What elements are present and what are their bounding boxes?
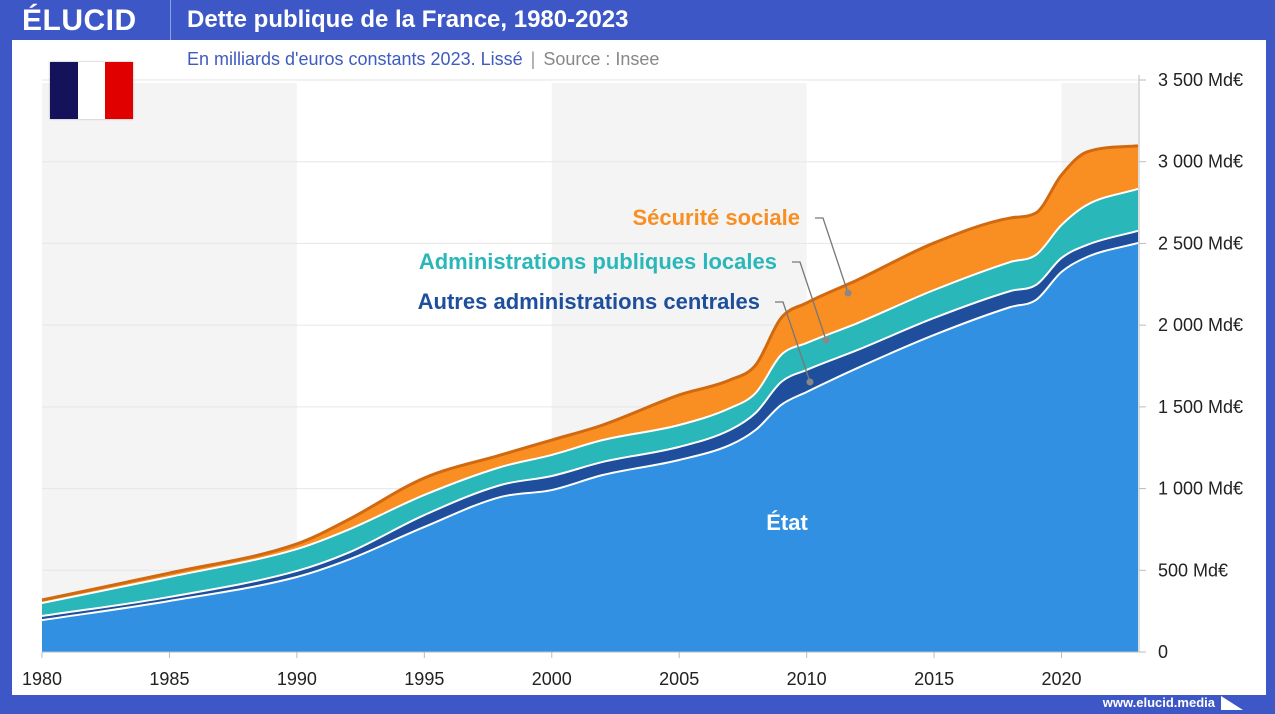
area--tat [42, 242, 1138, 652]
elucid-mark-icon [1221, 696, 1243, 710]
flag-blue [50, 62, 78, 119]
x-tick-label: 2015 [914, 669, 954, 689]
x-tick-label: 1980 [22, 669, 62, 689]
subtitle: En milliards d'euros constants 2023. Lis… [187, 49, 659, 70]
leader-dot [822, 336, 830, 344]
series-line [41, 241, 1139, 622]
x-tick-label: 1985 [149, 669, 189, 689]
x-tick-label: 1990 [277, 669, 317, 689]
series-line [41, 144, 1139, 602]
y-tick-label: 3 000 Md€ [1158, 152, 1243, 172]
subtitle-text: En milliards d'euros constants 2023. Lis… [187, 49, 523, 69]
y-tick-label: 2 500 Md€ [1158, 233, 1243, 253]
series-label: Autres administrations centrales [418, 289, 760, 314]
y-tick-label: 1 000 Md€ [1158, 479, 1243, 499]
leader-line [815, 217, 849, 294]
y-tick-label: 1 500 Md€ [1158, 397, 1243, 417]
series-label: Administrations publiques locales [419, 249, 777, 274]
series-label: État [766, 510, 808, 535]
x-tick-label: 2005 [659, 669, 699, 689]
series-label: Sécurité sociale [632, 205, 800, 230]
x-tick-label: 1995 [404, 669, 444, 689]
flag-red [105, 62, 134, 119]
elucid-logo: ÉLUCID [22, 4, 137, 37]
footer-url[interactable]: www.elucid.media [1102, 695, 1215, 710]
france-flag-icon [50, 62, 134, 119]
leader-dot [844, 289, 852, 297]
series-line [41, 187, 1139, 604]
x-tick-label: 2020 [1042, 669, 1082, 689]
leader-dot [806, 378, 814, 386]
y-tick-label: 3 500 Md€ [1158, 70, 1243, 90]
y-tick-label: 0 [1158, 642, 1168, 662]
x-tick-label: 2010 [787, 669, 827, 689]
leader-line [775, 301, 811, 383]
source-text: Source : Insee [543, 49, 660, 69]
header-divider [170, 0, 171, 40]
y-tick-label: 500 Md€ [1158, 560, 1228, 580]
leader-line [792, 261, 827, 341]
subtitle-separator: | [530, 49, 536, 69]
x-tick-label: 2000 [532, 669, 572, 689]
series-line [41, 229, 1139, 618]
flag-white [77, 62, 106, 119]
y-tick-label: 2 000 Md€ [1158, 315, 1243, 335]
page-title: Dette publique de la France, 1980-2023 [187, 6, 629, 33]
